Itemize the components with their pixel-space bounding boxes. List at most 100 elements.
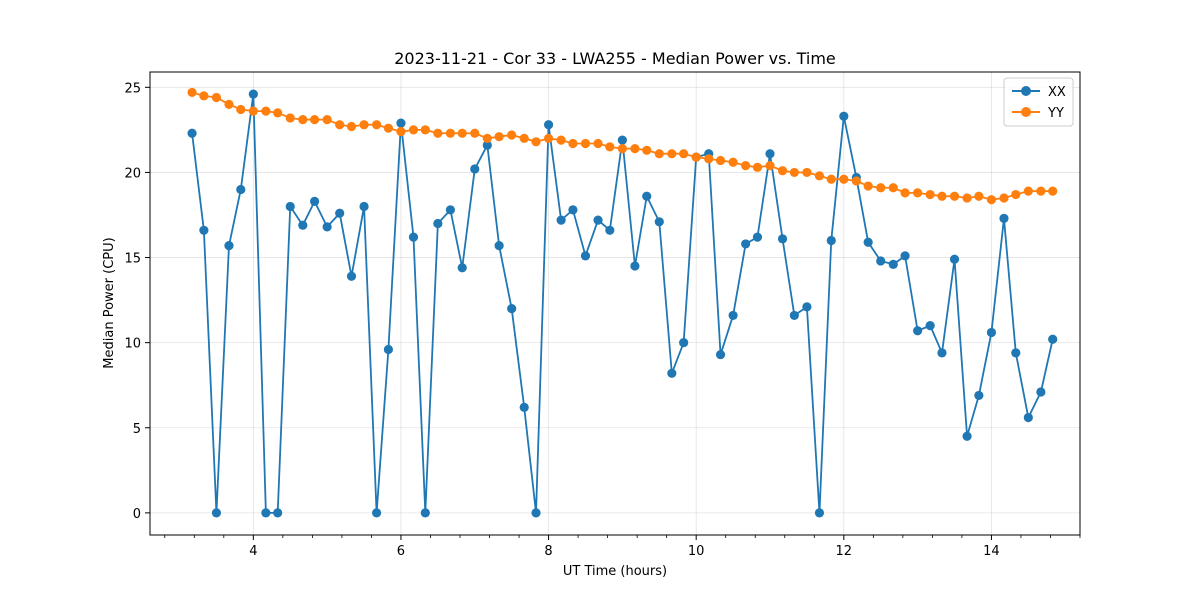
data-point-yy xyxy=(470,128,480,138)
data-point-yy xyxy=(593,138,603,149)
data-point-xx xyxy=(789,310,799,321)
data-point-yy xyxy=(667,149,677,159)
data-point-xx xyxy=(667,368,677,378)
data-point-xx xyxy=(420,508,430,518)
data-point-xx xyxy=(359,201,369,212)
data-point-yy xyxy=(224,99,234,109)
y-tick-label: 15 xyxy=(124,252,141,267)
data-point-xx xyxy=(298,220,308,230)
data-point-yy xyxy=(900,188,910,198)
data-point-xx xyxy=(445,205,456,215)
data-point-xx xyxy=(543,120,554,130)
y-tick-label: 10 xyxy=(124,337,141,352)
data-point-xx xyxy=(371,508,382,518)
data-point-xx xyxy=(876,256,886,266)
data-point-yy xyxy=(715,155,726,166)
data-point-yy xyxy=(396,126,406,137)
legend-marker-xx xyxy=(1021,86,1031,96)
data-point-xx xyxy=(863,237,873,247)
data-point-yy xyxy=(605,142,615,152)
data-point-xx xyxy=(752,232,763,242)
data-point-yy xyxy=(1023,186,1033,196)
y-axis-label: Median Power (CPU) xyxy=(102,237,117,368)
data-point-xx xyxy=(605,225,615,235)
data-point-xx xyxy=(888,259,898,269)
data-point-xx xyxy=(1036,387,1046,397)
data-point-xx xyxy=(335,208,345,218)
data-point-yy xyxy=(383,123,394,133)
data-point-yy xyxy=(839,174,849,184)
x-tick-label: 14 xyxy=(983,544,1000,559)
data-point-xx xyxy=(949,254,960,264)
data-point-yy xyxy=(642,145,652,155)
series-layer xyxy=(187,87,1058,518)
data-point-yy xyxy=(876,183,886,193)
x-tick-label: 8 xyxy=(544,544,552,559)
legend: XX YY xyxy=(1003,77,1074,127)
data-point-yy xyxy=(556,135,566,145)
data-point-yy xyxy=(974,191,984,201)
data-point-xx xyxy=(630,261,640,271)
data-point-xx xyxy=(1023,412,1033,423)
data-point-yy xyxy=(457,128,467,138)
data-point-yy xyxy=(580,138,591,149)
data-point-yy xyxy=(863,181,873,191)
y-tick-label: 20 xyxy=(124,166,141,181)
data-point-yy xyxy=(1011,189,1021,200)
chart-title: 2023-11-21 - Cor 33 - LWA255 - Median Po… xyxy=(394,49,836,68)
x-tick-label: 6 xyxy=(397,544,405,559)
data-point-xx xyxy=(273,508,283,518)
data-point-xx xyxy=(383,344,394,355)
data-point-xx xyxy=(777,234,788,244)
data-point-xx xyxy=(1011,348,1021,358)
data-point-yy xyxy=(1036,186,1046,196)
data-point-xx xyxy=(642,191,652,201)
data-point-xx xyxy=(236,184,246,195)
data-point-xx xyxy=(309,196,320,206)
data-point-xx xyxy=(962,431,972,441)
data-point-yy xyxy=(777,166,788,176)
data-point-xx xyxy=(593,215,603,225)
data-point-xx xyxy=(519,402,529,412)
data-point-yy xyxy=(851,176,861,186)
data-point-xx xyxy=(199,225,209,235)
data-point-xx xyxy=(826,235,836,246)
data-point-xx xyxy=(999,213,1009,223)
data-point-yy xyxy=(322,115,332,125)
data-point-yy xyxy=(913,188,923,198)
data-point-yy xyxy=(543,133,554,143)
x-tick-label: 12 xyxy=(836,544,853,559)
data-point-xx xyxy=(814,508,825,518)
data-point-yy xyxy=(752,162,763,172)
x-tick-label: 4 xyxy=(249,544,257,559)
data-point-xx xyxy=(322,222,332,232)
plot-area xyxy=(150,72,1080,535)
data-point-xx xyxy=(408,232,419,242)
data-point-yy xyxy=(433,128,443,138)
data-point-xx xyxy=(728,310,738,321)
x-axis-label: UT Time (hours) xyxy=(563,564,667,579)
data-point-yy xyxy=(335,120,345,130)
data-point-yy xyxy=(211,92,222,103)
y-tick-label: 0 xyxy=(133,507,141,522)
data-point-xx xyxy=(346,271,357,281)
data-point-xx xyxy=(654,217,664,227)
data-point-yy xyxy=(949,191,960,201)
data-point-xx xyxy=(507,304,517,314)
y-tick-label: 5 xyxy=(133,422,141,437)
data-point-yy xyxy=(445,128,456,138)
data-point-yy xyxy=(654,149,664,159)
data-point-xx xyxy=(580,251,591,261)
data-point-xx xyxy=(261,508,271,518)
data-point-xx xyxy=(556,215,566,225)
data-point-yy xyxy=(826,174,836,184)
data-point-yy xyxy=(273,108,283,118)
data-point-yy xyxy=(494,132,504,142)
data-point-xx xyxy=(925,321,935,331)
data-point-yy xyxy=(765,161,775,171)
data-point-yy xyxy=(814,171,825,181)
data-point-yy xyxy=(568,138,578,149)
data-point-yy xyxy=(925,189,935,200)
data-point-xx xyxy=(396,118,406,128)
